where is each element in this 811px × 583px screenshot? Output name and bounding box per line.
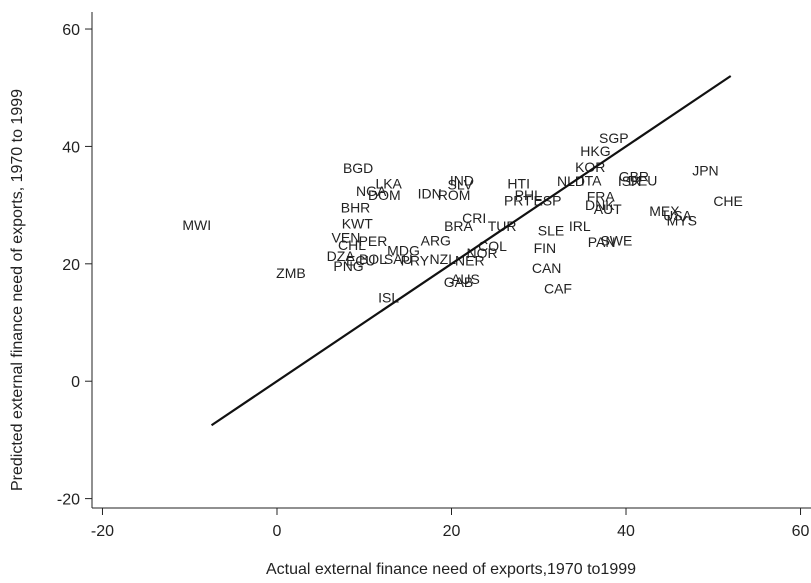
- x-tick-label: 20: [443, 523, 461, 540]
- point-label: USA: [663, 208, 692, 224]
- point-label: AUS: [451, 271, 480, 287]
- point-label: SGP: [599, 130, 629, 146]
- point-label: DZA: [327, 248, 356, 264]
- x-axis-title: Actual external finance need of exports,…: [266, 561, 636, 578]
- point-label: BGD: [343, 160, 373, 176]
- point-label: BHR: [341, 199, 371, 215]
- point-label: KOR: [575, 159, 605, 175]
- point-label: MWI: [182, 217, 211, 233]
- point-label: ISL: [378, 289, 399, 305]
- x-tick-label: -20: [91, 523, 114, 540]
- point-label: CHE: [713, 193, 743, 209]
- point-label: IND: [450, 172, 474, 188]
- point-label: BOL: [359, 251, 387, 267]
- point-label: ROM: [438, 187, 471, 203]
- point-label: FIN: [534, 240, 557, 256]
- point-label: SLV: [448, 177, 474, 193]
- point-label: DOM: [368, 187, 401, 203]
- point-label: CAN: [532, 260, 562, 276]
- point-label: DNK: [585, 197, 615, 213]
- x-tick-label: 60: [792, 523, 810, 540]
- point-label: SLE: [538, 222, 564, 238]
- point-label: PHL: [515, 187, 542, 203]
- y-tick-label: 60: [62, 22, 80, 39]
- point-label: CHL: [338, 237, 366, 253]
- point-label: DEU: [628, 172, 658, 188]
- point-label: ECU: [346, 252, 376, 268]
- point-label: IRL: [569, 218, 591, 234]
- y-tick-label: 0: [71, 374, 80, 391]
- point-label: LKA: [375, 175, 402, 191]
- point-label: KWT: [342, 215, 374, 231]
- point-label: MDG: [387, 242, 420, 258]
- point-label: SAU: [384, 251, 413, 267]
- point-label: NGA: [356, 183, 387, 199]
- point-label: NZL: [430, 251, 457, 267]
- point-label: AUT: [594, 201, 622, 217]
- y-axis-title: Predicted external finance need of expor…: [9, 89, 26, 491]
- point-label: NOR: [466, 245, 497, 261]
- point-label: ISR: [618, 173, 641, 189]
- point-label: VEN: [332, 229, 361, 245]
- point-label: NLD: [557, 173, 585, 189]
- x-tick-label: 0: [273, 523, 282, 540]
- point-label: GBR: [619, 168, 649, 184]
- point-label: ARG: [421, 232, 451, 248]
- point-label: PAN: [588, 234, 616, 250]
- point-label: HKG: [580, 143, 610, 159]
- point-label: SWE: [600, 232, 632, 248]
- y-tick-label: -20: [57, 492, 80, 509]
- fit-line: [210, 75, 732, 427]
- point-label: IDN: [418, 185, 442, 201]
- point-label: ITA: [581, 172, 602, 188]
- point-label: PRY: [401, 252, 430, 268]
- point-label: CAF: [544, 280, 572, 296]
- point-label: PRT: [504, 192, 532, 208]
- point-label: BRA: [444, 218, 473, 234]
- point-label: PNG: [333, 258, 363, 274]
- point-label: MYS: [667, 212, 697, 228]
- point-label: MEX: [649, 203, 680, 219]
- y-tick-label: 40: [62, 139, 80, 156]
- point-label: GAB: [444, 274, 474, 290]
- x-tick-label: 40: [617, 523, 635, 540]
- point-label: FRA: [587, 188, 616, 204]
- point-label: PER: [359, 233, 388, 249]
- point-label: ZMB: [276, 265, 306, 281]
- point-label: TUR: [488, 218, 517, 234]
- point-label: CRI: [462, 210, 486, 226]
- point-label: JPN: [692, 162, 718, 178]
- point-label: HTI: [507, 175, 530, 191]
- y-tick-label: 20: [62, 257, 80, 274]
